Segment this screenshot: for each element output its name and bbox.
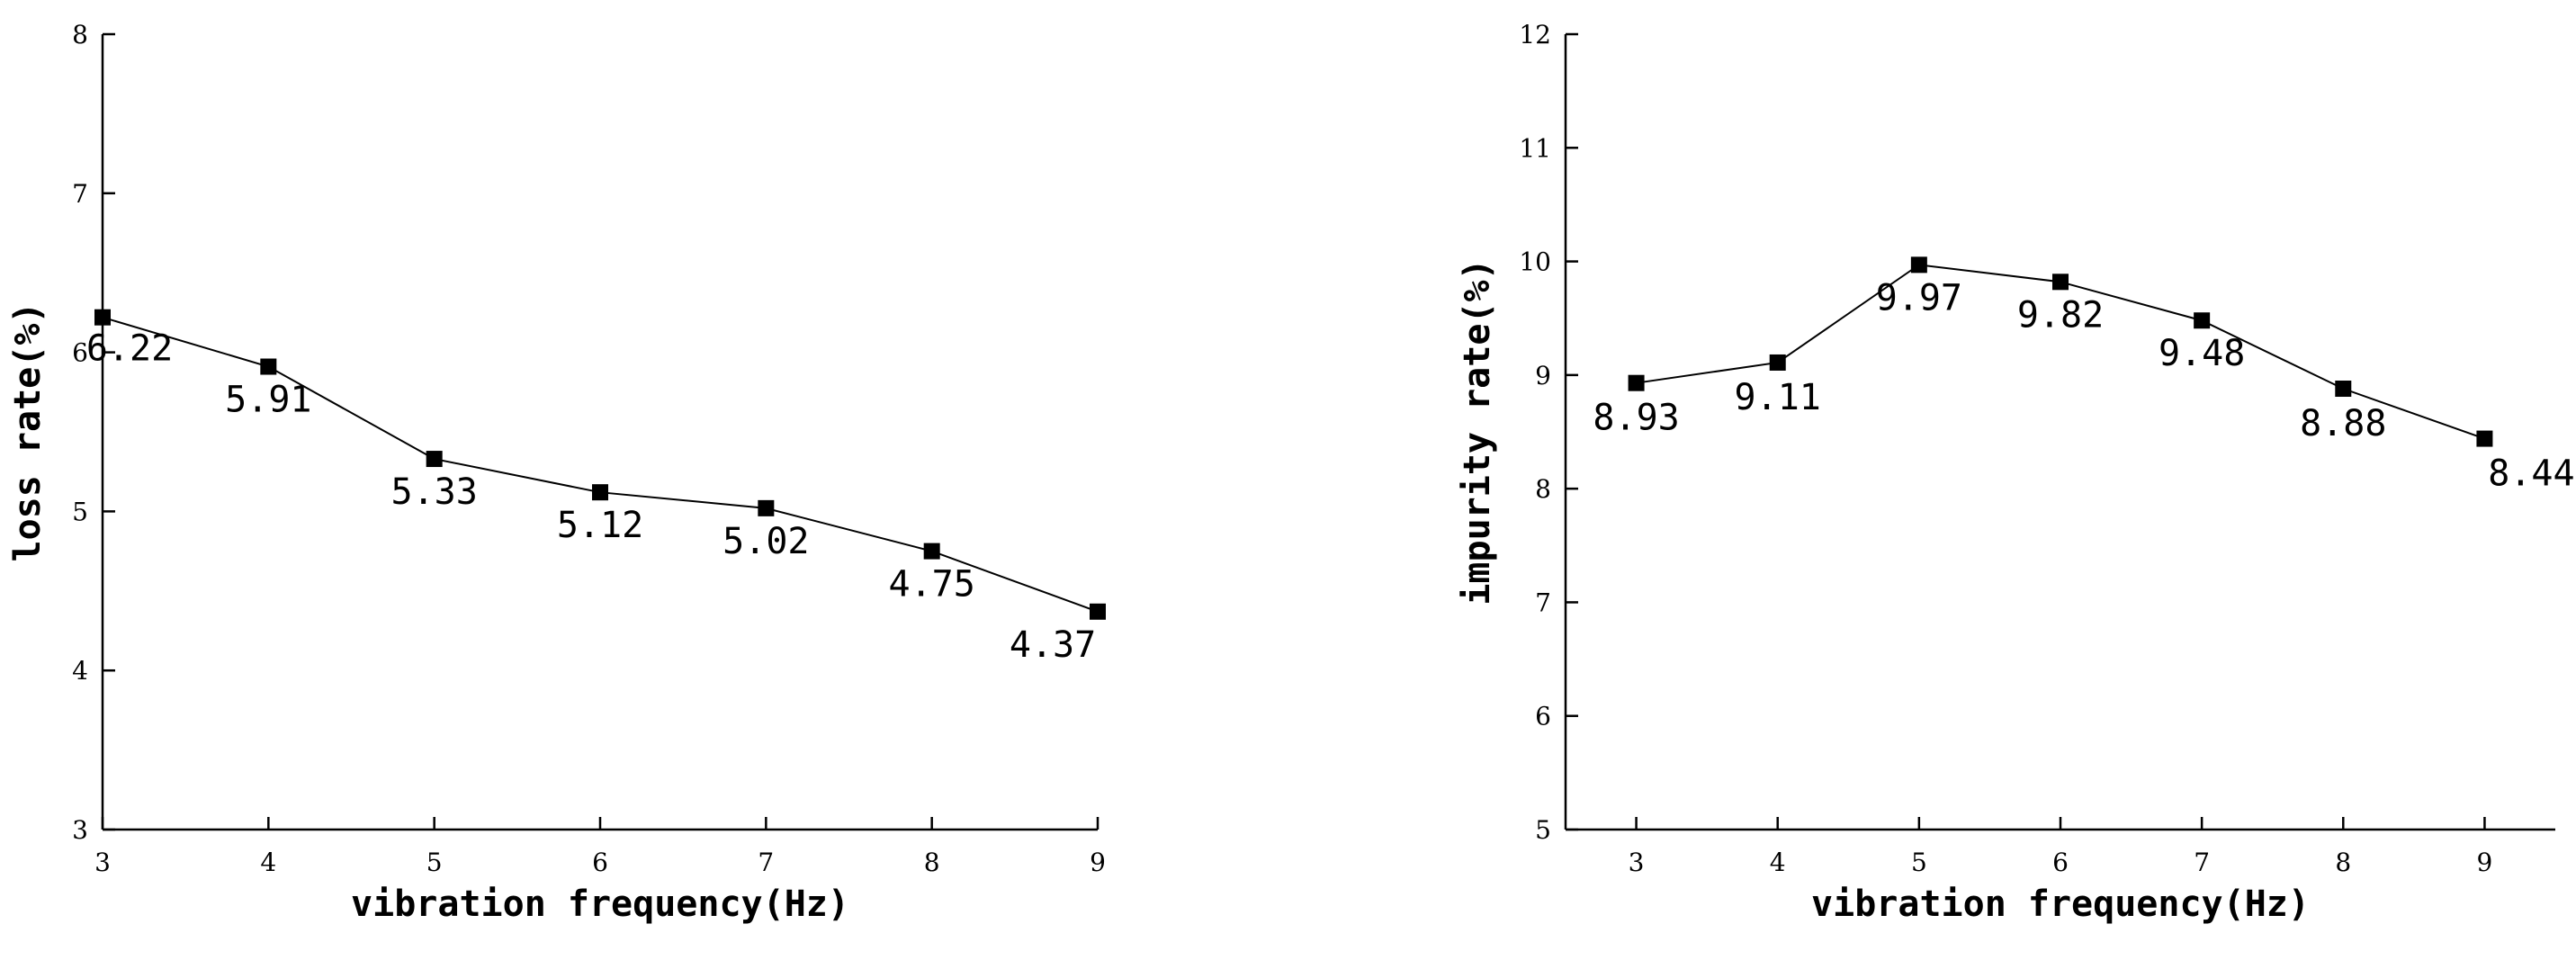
x-tick-label: 7 [2194,848,2210,877]
data-point [592,484,608,501]
y-tick-label: 6 [72,338,88,368]
x-tick-label: 9 [1090,848,1106,877]
x-axis-title: vibration frequency(Hz) [351,884,849,925]
data-point [1769,354,1786,371]
x-tick-label: 8 [924,848,940,877]
x-tick-label: 4 [260,848,276,877]
x-tick-label: 3 [94,848,111,877]
y-tick-label: 3 [72,815,88,845]
data-label: 5.12 [557,505,643,546]
y-tick-label: 11 [1519,133,1551,163]
y-tick-label: 8 [1535,474,1551,504]
data-point [758,499,775,516]
y-tick-label: 10 [1519,247,1551,277]
x-tick-label: 3 [1629,848,1645,877]
data-point [2052,274,2069,291]
data-point [1090,603,1106,620]
y-tick-label: 4 [72,656,88,686]
y-tick-label: 7 [1535,588,1551,617]
x-tick-label: 6 [2052,848,2069,877]
data-label: 9.48 [2159,333,2245,374]
y-tick-label: 12 [1519,20,1551,49]
data-label: 8.44 [2488,453,2574,495]
data-label: 4.37 [1010,624,1096,666]
data-label: 8.88 [2300,403,2386,444]
y-tick-label: 9 [1535,361,1551,390]
data-point [426,451,443,468]
x-tick-label: 5 [1911,848,1927,877]
data-point [2335,381,2352,398]
data-point [2476,430,2493,447]
data-point [1910,256,1927,274]
data-point [2194,312,2211,329]
chart-1: 3 4 5 6 7 8 3 4 5 6 7 8 9 vibration frequency(Hz) loss… [7,20,1106,925]
data-point [94,309,111,326]
y-tick-label: 5 [1535,815,1551,845]
data-point [1628,374,1645,391]
data-label: 6.22 [86,328,173,370]
data-label: 4.75 [889,564,975,606]
data-label: 5.33 [391,471,478,513]
y-tick-label: 8 [72,20,88,49]
x-tick-label: 9 [2477,848,2493,877]
data-label: 5.91 [225,380,311,421]
chart-2: 5 6 7 8 9 10 11 12 3 4 5 6 7 8 9 vibration frequency(Hz… [1457,20,2575,925]
x-axis-title: vibration frequency(Hz) [1811,884,2310,925]
data-label: 5.02 [723,521,809,562]
y-tick-label: 7 [72,179,88,209]
data-point [923,543,940,560]
y-axis-title: impurity rate(%) [1457,258,1498,605]
data-label: 8.93 [1593,398,1679,439]
data-label: 9.11 [1735,377,1821,418]
data-label: 9.97 [1876,277,1962,319]
x-tick-label: 5 [426,848,443,877]
x-tick-label: 7 [758,848,774,877]
data-point [260,358,277,375]
x-tick-label: 8 [2335,848,2351,877]
data-label: 9.82 [2017,294,2104,336]
x-tick-label: 4 [1770,848,1786,877]
y-tick-label: 5 [72,497,88,526]
y-tick-label: 6 [1535,702,1551,731]
x-tick-label: 6 [592,848,608,877]
y-axis-title: loss rate(%) [7,302,49,562]
